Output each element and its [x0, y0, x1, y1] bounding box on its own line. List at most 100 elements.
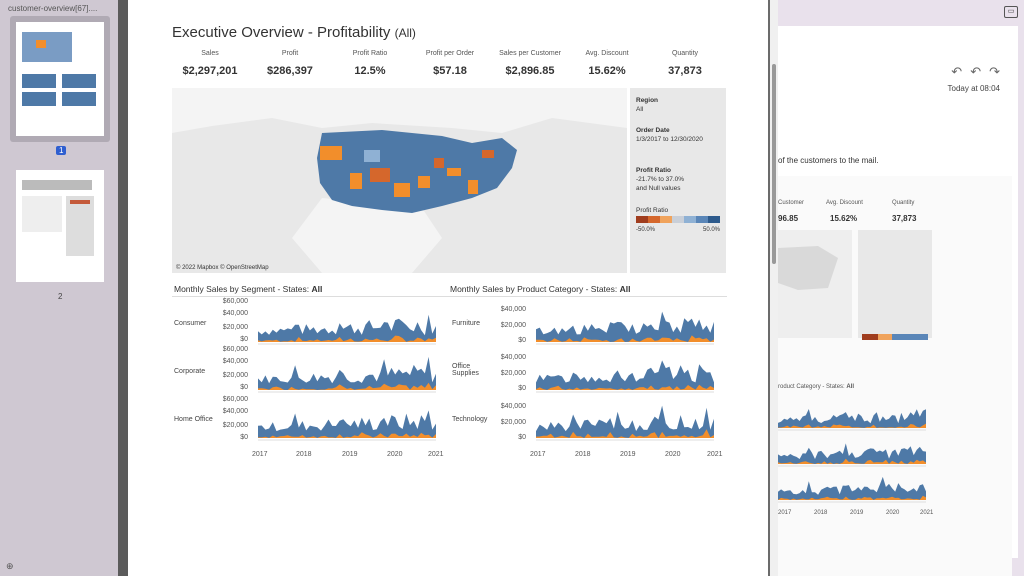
region-filter[interactable]: Region All [636, 96, 658, 114]
y-tick: $20,000 [222, 422, 248, 429]
state-arkansas [418, 176, 430, 188]
category-area-charts [536, 311, 714, 441]
mini-kpi-value: 96.85 [778, 214, 799, 223]
x-tick: 2020 [886, 510, 900, 516]
sales-area [258, 410, 436, 438]
x-tick: 2021 [920, 510, 934, 516]
mini-kpi-value: 15.62% [830, 214, 858, 223]
reply-all-icon[interactable]: ↶ [970, 64, 990, 79]
y-tick: $0 [240, 384, 248, 391]
sidebar-separator [118, 0, 128, 576]
legend-min: -50.0% [636, 227, 656, 233]
x-tick: 2017 [530, 451, 546, 458]
legend-swatch [636, 216, 648, 223]
profit-area [258, 335, 436, 342]
y-tick: $20,000 [222, 324, 248, 331]
profit-ratio-null: and Null values [636, 185, 681, 192]
y-tick: $20,000 [500, 322, 526, 329]
y-tick: $20,000 [222, 372, 248, 379]
kpi-value: 37,873 [668, 65, 702, 77]
sales-area [536, 311, 714, 342]
page-number-1[interactable]: 1 [56, 146, 67, 155]
state-colorado [370, 168, 390, 182]
x-tick: 2018 [814, 510, 828, 516]
embedded-chart-title: roduct Category - States: All [778, 384, 854, 390]
kpi-value: $2,297,201 [182, 65, 238, 77]
segment-chart-title: Monthly Sales by Segment - States: All [174, 284, 322, 294]
profit-area [258, 382, 436, 390]
embedded-map-and-filters [778, 230, 932, 340]
segment-chart-title-bold: All [311, 284, 323, 294]
kpi-value: $57.18 [433, 65, 467, 77]
sales-area [778, 409, 926, 428]
add-page-icon[interactable]: ⊕ [6, 561, 14, 571]
region-filter-value: All [636, 106, 644, 113]
y-tick: $40,000 [222, 408, 248, 415]
expand-icon[interactable]: ▭ [1004, 6, 1018, 18]
sales-area [778, 476, 926, 500]
embedded-chart-title-text: roduct Category - States: [778, 384, 845, 390]
scrollbar-thumb[interactable] [772, 64, 776, 264]
profit-ratio-filter[interactable]: Profit Ratio -21.7% to 37.0% and Null va… [636, 166, 684, 193]
pdf-page: Executive Overview - Profitability (All)… [128, 0, 768, 576]
usa-states [317, 130, 517, 213]
legend-swatch [684, 216, 696, 223]
segment-area-charts [258, 314, 436, 441]
row-label-corporate: Corporate [174, 368, 206, 375]
page-thumbnail-1[interactable] [10, 16, 110, 142]
profit-area [778, 495, 926, 500]
legend-title: Profit Ratio [636, 207, 669, 214]
kpi-profit-per-order: Profit per Order $57.18 [405, 50, 495, 77]
y-tick: $40,000 [500, 354, 526, 361]
kpi-avg-discount: Avg. Discount 15.62% [562, 50, 652, 77]
x-tick: 2021 [707, 451, 723, 458]
kpi-label: Quantity [671, 50, 699, 57]
embedded-area-charts [778, 409, 926, 503]
map-graphic [172, 88, 627, 273]
thumbnail-preview [22, 180, 94, 256]
row-label-office-supplies: Office Supplies [452, 363, 479, 377]
kpi-value: $2,896.85 [505, 65, 555, 77]
page-thumbnail-2[interactable] [10, 166, 110, 284]
x-tick: 2018 [296, 451, 312, 458]
kpi-label: Sales [201, 50, 219, 57]
y-tick: $40,000 [500, 306, 526, 313]
kpi-value: 15.62% [588, 65, 626, 77]
category-chart-title-bold: All [619, 284, 631, 294]
dashboard-title: Executive Overview - Profitability (All) [172, 24, 416, 41]
kpi-profit-ratio: Profit Ratio 12.5% [325, 50, 415, 77]
kpi-sales: Sales $2,297,201 [165, 50, 255, 77]
section-divider [172, 296, 727, 297]
profit-area [536, 429, 714, 438]
profitability-map[interactable]: © 2022 Mapbox © OpenStreetMap [172, 88, 627, 273]
order-date-filter[interactable]: Order Date 1/3/2017 to 12/30/2020 [636, 126, 703, 144]
legend-swatch [660, 216, 672, 223]
mail-pane: ▭ ↶↶↷ Today at 08:04 of the customers to… [778, 0, 1024, 576]
kpi-value: $286,397 [267, 65, 313, 77]
profit-ratio-legend [636, 216, 720, 223]
legend-max: 50.0% [702, 227, 720, 233]
filter-panel: Region All Order Date 1/3/2017 to 12/30/… [630, 88, 726, 273]
thumbnail-sidebar: customer-overview[67].... 1 2 ⊕ [0, 0, 118, 576]
thumbnail-preview [22, 32, 96, 106]
x-tick: 2019 [620, 451, 636, 458]
category-chart-title-text: Monthly Sales by Product Category - Stat… [450, 284, 618, 294]
vertical-scrollbar[interactable] [770, 0, 778, 576]
y-tick: $0 [240, 336, 248, 343]
kpi-label: Sales per Customer [499, 50, 561, 57]
dashboard-title-text: Executive Overview - Profitability [172, 24, 391, 41]
profit-area [778, 458, 926, 464]
y-tick: $0 [518, 337, 526, 344]
sales-area [778, 443, 926, 464]
reply-icon[interactable]: ↶ [951, 64, 971, 79]
profit-area [258, 432, 436, 438]
x-tick: 2019 [850, 510, 864, 516]
order-date-label: Order Date [636, 127, 670, 134]
y-tick: $40,000 [222, 310, 248, 317]
mail-body-text: of the customers to the mail. [778, 156, 879, 165]
file-title: customer-overview[67].... [8, 4, 98, 13]
legend-swatch [696, 216, 708, 223]
page-number-2[interactable]: 2 [58, 292, 63, 301]
forward-icon[interactable]: ↷ [989, 64, 1008, 79]
y-tick: $0 [240, 434, 248, 441]
